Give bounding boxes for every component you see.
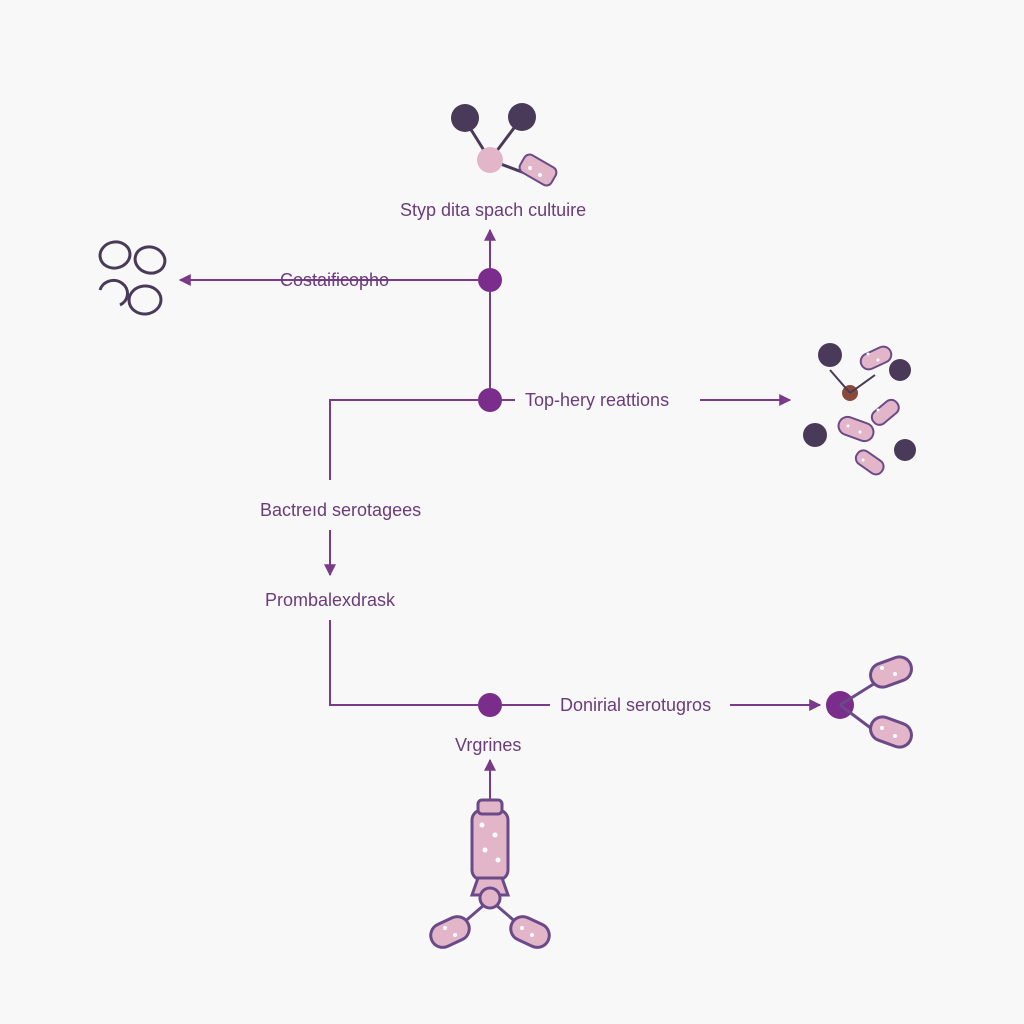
label-costaificopho: Costaificopho — [280, 270, 389, 291]
label-top-culture: Styp dita spach cultuire — [400, 200, 586, 221]
bacteria-cluster-icon — [803, 343, 916, 477]
molecule-icon — [451, 103, 559, 188]
diagram-canvas — [0, 0, 1024, 1024]
vial-icon — [427, 800, 553, 951]
nodes-group — [478, 268, 854, 719]
label-prombalex: Prombalexdrask — [265, 590, 395, 611]
cells-icon — [98, 240, 168, 316]
label-bacterid: Bactreıd serotagees — [260, 500, 421, 521]
label-donirial: Donirial serotugros — [560, 695, 711, 716]
label-vrgrines: Vrgrines — [455, 735, 521, 756]
label-top-hery: Top-hery reattions — [525, 390, 669, 411]
